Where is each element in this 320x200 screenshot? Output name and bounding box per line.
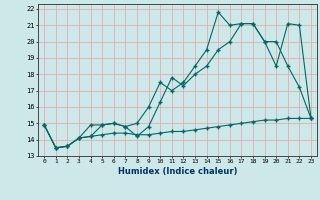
X-axis label: Humidex (Indice chaleur): Humidex (Indice chaleur) bbox=[118, 167, 237, 176]
